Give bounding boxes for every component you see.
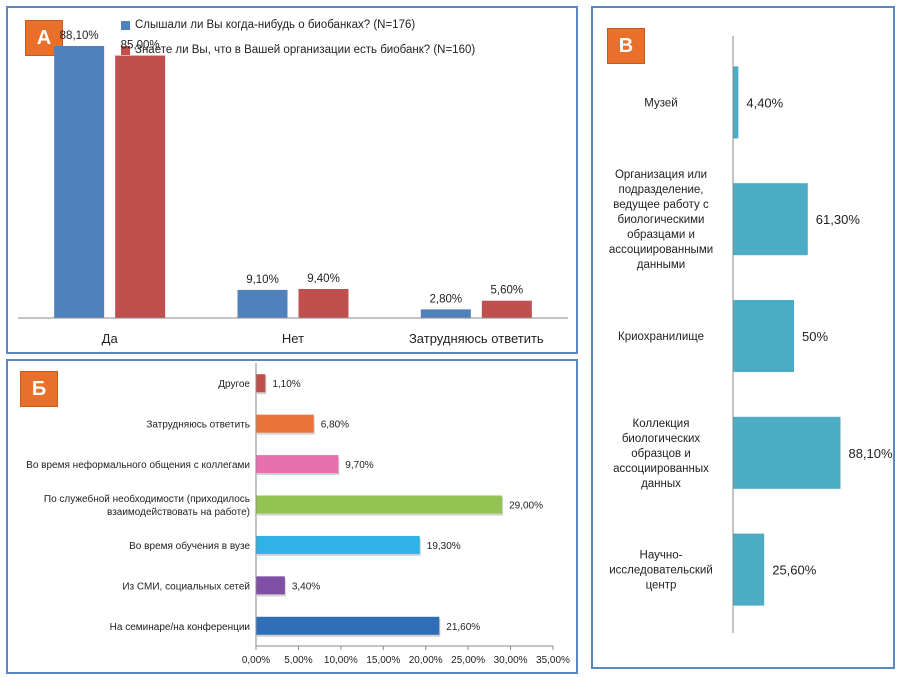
bar-2 bbox=[256, 455, 339, 474]
bar-6 bbox=[256, 616, 440, 635]
data-label: 25,60% bbox=[772, 563, 817, 578]
data-label: 3,40% bbox=[292, 581, 320, 592]
category-label: биологических bbox=[622, 433, 701, 445]
category-label: Другое bbox=[218, 379, 250, 390]
data-label: 50% bbox=[802, 329, 828, 344]
category-label: Во время обучения в вузе bbox=[129, 540, 250, 552]
category-label: образцами и bbox=[627, 229, 695, 241]
legend-swatch-blue bbox=[121, 20, 130, 30]
category-label: Да bbox=[102, 331, 119, 346]
bar-3 bbox=[733, 416, 841, 489]
chart-panel-a: А Слышали ли Вы когда-нибудь о биобанках… bbox=[6, 6, 578, 354]
x-tick-label: 5,00% bbox=[284, 655, 312, 666]
bar-1 bbox=[256, 414, 314, 433]
category-label: Организация или bbox=[615, 169, 707, 181]
data-label: 9,10% bbox=[246, 274, 279, 286]
data-label: 21,60% bbox=[446, 622, 480, 633]
bar-knows-1 bbox=[298, 288, 349, 318]
category-label: Затрудняюсь ответить bbox=[146, 420, 250, 431]
data-label: 88,10% bbox=[60, 30, 99, 42]
category-label: Коллекция bbox=[633, 418, 690, 430]
category-label: Во время неформального общения с коллега… bbox=[26, 459, 250, 471]
data-label: 9,70% bbox=[345, 460, 373, 471]
data-label: 4,40% bbox=[746, 95, 783, 110]
bar-0 bbox=[733, 66, 739, 139]
data-label: 2,80% bbox=[430, 293, 463, 305]
data-label: 85,00% bbox=[121, 40, 160, 52]
category-label: ассоциированными bbox=[609, 244, 713, 256]
x-tick-label: 30,00% bbox=[494, 655, 528, 666]
category-label: центр bbox=[646, 580, 677, 592]
bar-knows-2 bbox=[481, 300, 532, 318]
bar-knows-0 bbox=[115, 55, 166, 318]
category-label: взаимодействовать на работе) bbox=[107, 506, 250, 518]
data-label: 88,10% bbox=[848, 446, 893, 461]
x-tick-label: 10,00% bbox=[324, 655, 358, 666]
x-tick-label: 0,00% bbox=[242, 655, 270, 666]
data-label: 5,60% bbox=[491, 285, 524, 297]
category-label: Нет bbox=[282, 331, 304, 346]
category-label: Музей bbox=[644, 97, 677, 109]
legend-entry-series-2: Знаете ли Вы, что в Вашей организации ес… bbox=[121, 44, 475, 56]
panel-badge-b: Б bbox=[20, 371, 58, 407]
category-label: По служебной необходимости (приходилось bbox=[44, 493, 250, 505]
category-label: данными bbox=[637, 259, 685, 271]
category-label: Научно- bbox=[640, 550, 683, 562]
bar-1 bbox=[733, 183, 808, 256]
legend-entry-series-1: Слышали ли Вы когда-нибудь о биобанках? … bbox=[121, 19, 415, 31]
category-label: биологическими bbox=[618, 214, 705, 226]
data-label: 9,40% bbox=[307, 273, 340, 285]
bar-heard-2 bbox=[420, 309, 471, 318]
x-tick-label: 20,00% bbox=[409, 655, 443, 666]
chart-b-plot: 1,10% Другое 6,80% Затрудняюсь ответить 9,70… bbox=[26, 363, 570, 666]
bar-3 bbox=[256, 495, 503, 514]
data-label: 6,80% bbox=[321, 420, 349, 431]
chart-panel-c: В 4,40% Музей 61,30% Организация или подразд… bbox=[591, 6, 895, 669]
bar-4 bbox=[256, 535, 420, 554]
category-label: Затрудняюсь ответить bbox=[409, 331, 544, 346]
category-label: На семинаре/на конференции bbox=[110, 621, 250, 633]
chart-panel-b: Б 1,10% Другое 6,80% Затрудняюсь ответить 9,… bbox=[6, 359, 578, 674]
bar-5 bbox=[256, 576, 285, 595]
data-label: 19,30% bbox=[427, 541, 461, 552]
bar-2 bbox=[733, 300, 794, 372]
x-tick-label: 15,00% bbox=[366, 655, 400, 666]
legend-swatch-red bbox=[121, 45, 130, 55]
chart-a-plot: 88,10% 85,00% Да 9,10% 9,40% Нет 2,80% 5,60% Зат… bbox=[18, 30, 568, 346]
data-label: 29,00% bbox=[509, 501, 543, 512]
x-tick-label: 25,00% bbox=[451, 655, 485, 666]
data-label: 61,30% bbox=[816, 212, 861, 227]
panel-badge-c: В bbox=[607, 28, 645, 64]
category-label: образцов и bbox=[631, 448, 691, 460]
category-label: Из СМИ, социальных сетей bbox=[122, 581, 250, 592]
category-label: Криохранилище bbox=[618, 331, 704, 343]
legend-label-series-1: Слышали ли Вы когда-нибудь о биобанках? … bbox=[135, 19, 416, 31]
bar-0 bbox=[256, 374, 266, 393]
category-label: исследовательский bbox=[609, 565, 713, 577]
bar-heard-0 bbox=[54, 45, 105, 318]
bar-heard-1 bbox=[237, 289, 288, 318]
category-label: данных bbox=[641, 478, 681, 490]
chart-c-plot: 4,40% Музей 61,30% Организация или подраздел… bbox=[609, 36, 893, 633]
bar-4 bbox=[733, 533, 765, 606]
x-tick-label: 35,00% bbox=[536, 655, 570, 666]
data-label: 1,10% bbox=[272, 379, 300, 390]
panel-badge-a: А bbox=[25, 20, 63, 56]
category-label: ведущее работу с bbox=[613, 199, 709, 211]
legend-label-series-2: Знаете ли Вы, что в Вашей организации ес… bbox=[135, 44, 476, 56]
category-label: подразделение, bbox=[619, 184, 704, 196]
category-label: ассоциированных bbox=[613, 463, 709, 475]
